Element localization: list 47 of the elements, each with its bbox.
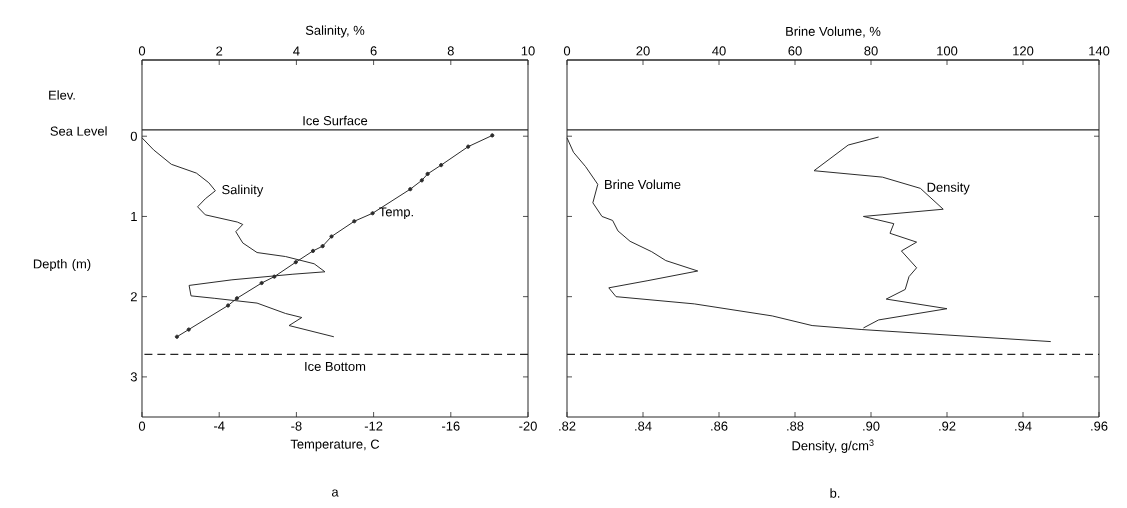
- x-tick-label: .84: [635, 421, 652, 431]
- x2-tick-label: 6: [370, 46, 377, 56]
- x-tick-label: .92: [939, 421, 956, 431]
- x-tick-label: .82: [559, 421, 576, 431]
- series-label: Temp.: [379, 207, 413, 220]
- x2-tick-label: 80: [864, 46, 878, 56]
- x2-tick-label: 60: [788, 46, 802, 56]
- x2-tick-label: 120: [1013, 46, 1034, 56]
- text: Elev.: [49, 90, 75, 100]
- x-tick-label: -16: [442, 421, 460, 431]
- x2-tick-label: 0: [138, 46, 146, 56]
- x-tick-label: -8: [291, 421, 302, 431]
- x-tick-label: .88: [787, 421, 804, 431]
- x2-tick-label: 4: [293, 46, 300, 56]
- ref-line-label: Ice Bottom: [305, 361, 366, 371]
- x-axis-title: Density, g/cm$^{3}$: [792, 439, 874, 453]
- x-tick-label: -4: [214, 421, 225, 431]
- x2-tick-label: 20: [636, 46, 650, 56]
- text: a: [331, 489, 339, 497]
- text: Sea Level: [50, 126, 107, 136]
- y-tick-label: 0: [130, 131, 137, 141]
- series-label: Brine Volume: [605, 179, 681, 190]
- x2-axis-title: Brine Volume, %: [786, 26, 881, 38]
- x-tick-label: -12: [364, 421, 383, 431]
- x2-tick-label: 140: [1089, 46, 1110, 56]
- ref-line-label: Ice Surface: [303, 115, 368, 126]
- x-tick-label: 0: [138, 421, 146, 431]
- x2-tick-label: 10: [521, 46, 535, 56]
- x2-tick-label: 100: [937, 46, 958, 56]
- text: b.: [830, 488, 840, 498]
- x2-tick-label: 8: [447, 46, 454, 56]
- y-tick-label: 1: [131, 211, 137, 221]
- x-tick-label: .96: [1091, 421, 1108, 431]
- x2-axis-title: Salinity, %: [305, 25, 365, 38]
- x-tick-label: .90: [863, 421, 880, 431]
- x-axis-title: Temperature, C: [290, 439, 380, 452]
- y-tick-label: 2: [130, 292, 137, 302]
- x-tick-label: -20: [519, 421, 537, 431]
- x2-tick-label: 2: [216, 46, 223, 56]
- y-tick-label: 3: [130, 372, 137, 382]
- x-tick-label: .94: [1015, 421, 1032, 431]
- x2-tick-label: 0: [563, 46, 571, 56]
- series-label: Density: [927, 182, 970, 195]
- y-axis-title: Depth (m): [33, 258, 91, 272]
- x-tick-label: .86: [711, 421, 728, 431]
- series-label: Salinity: [222, 184, 264, 197]
- x2-tick-label: 40: [712, 46, 726, 56]
